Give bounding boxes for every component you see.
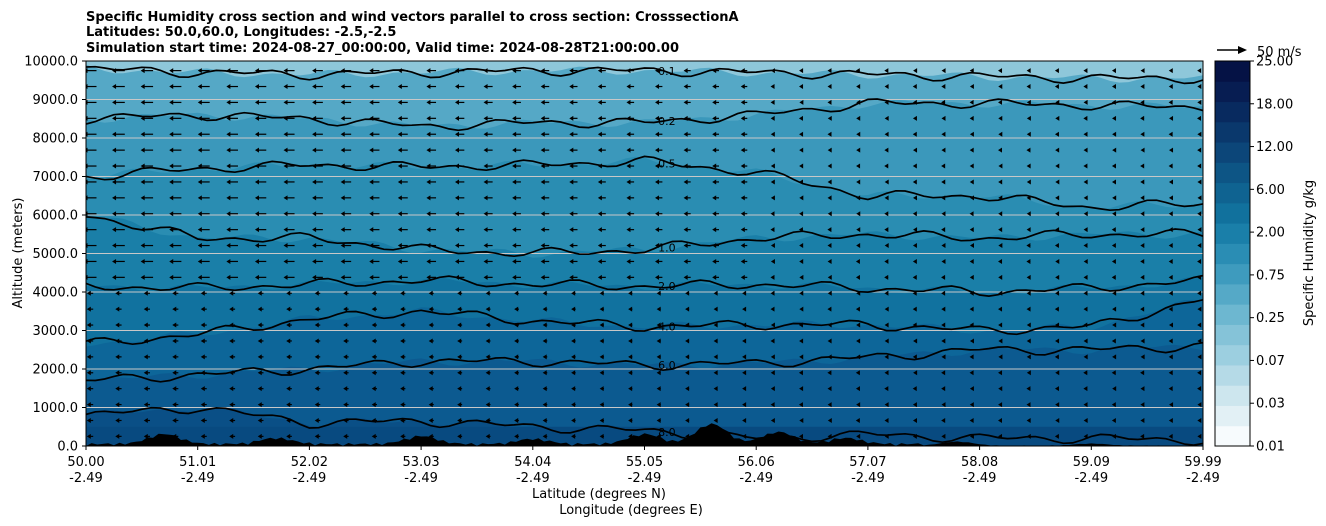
colorbar-swatch	[1215, 345, 1250, 366]
contour-label-1.0: 1.0	[658, 241, 676, 254]
colorbar-swatch	[1215, 122, 1250, 143]
contour-label-0.2: 0.2	[658, 115, 676, 128]
x-tick-label-lat: 54.04	[514, 455, 551, 470]
colorbar-swatch	[1215, 426, 1250, 447]
title-line-3: Simulation start time: 2024-08-27_00:00:…	[86, 41, 679, 56]
x-tick-label-lon: -2.49	[181, 471, 215, 486]
title-line-2: Latitudes: 50.0,60.0, Longitudes: -2.5,-…	[86, 25, 396, 40]
y-tick-label: 6000.0	[33, 209, 79, 224]
y-tick-label: 7000.0	[33, 170, 79, 185]
x-tick-label-lon: -2.49	[69, 471, 103, 486]
x-tick-label-lat: 56.06	[738, 455, 775, 470]
colorbar-tick-label: 0.03	[1256, 397, 1285, 412]
colorbar-swatch	[1215, 304, 1250, 325]
colorbar-tick-label: 0.07	[1256, 354, 1285, 369]
x-axis: 50.00-2.4951.01-2.4952.02-2.4953.03-2.49…	[67, 446, 1221, 486]
contour-label-4.0: 4.0	[658, 320, 676, 333]
contour-label-8.0: 8.0	[658, 426, 676, 439]
y-tick-label: 5000.0	[33, 247, 79, 262]
y-tick-label: 9000.0	[33, 93, 79, 108]
colorbar-swatch	[1215, 264, 1250, 285]
colorbar-swatch	[1215, 284, 1250, 305]
x-tick-label-lon: -2.49	[404, 471, 438, 486]
colorbar-tick-label: 18.00	[1256, 97, 1293, 112]
y-tick-label: 1000.0	[33, 401, 79, 416]
colorbar: 0.01 0.03 0.07 0.25 0.75 2.00 6.00 12.00 18.00 25…	[1215, 55, 1293, 455]
y-tick-label: 0.0	[57, 440, 78, 455]
x-tick-label-lat: 52.02	[291, 455, 328, 470]
x-tick-label-lat: 50.00	[67, 455, 104, 470]
colorbar-tick-label: 0.01	[1256, 440, 1285, 455]
colorbar-tick-label: 6.00	[1256, 183, 1285, 198]
chart-title: Specific Humidity cross section and wind…	[86, 10, 739, 56]
colorbar-swatch	[1215, 81, 1250, 102]
wind-reference-arrowhead	[1238, 46, 1247, 54]
y-tick-label: 2000.0	[33, 363, 79, 378]
x-tick-label-lon: -2.49	[1074, 471, 1108, 486]
y-axis-label: Altitude (meters)	[11, 198, 26, 309]
x-tick-label-lat: 55.05	[626, 455, 663, 470]
x-tick-label-lon: -2.49	[1186, 471, 1220, 486]
colorbar-tick-label: 0.75	[1256, 268, 1285, 283]
x-tick-label-lon: -2.49	[293, 471, 327, 486]
colorbar-swatch	[1215, 365, 1250, 386]
x-tick-label-lat: 58.08	[961, 455, 998, 470]
contour-label-6.0: 6.0	[658, 359, 676, 372]
colorbar-swatch	[1215, 405, 1250, 426]
contour-label-0.1: 0.1	[658, 65, 676, 78]
colorbar-swatch	[1215, 223, 1250, 244]
contour-label-0.5: 0.5	[658, 157, 676, 170]
colorbar-label: Specific Humidity g/kg	[1302, 180, 1317, 326]
x-tick-label-lat: 57.07	[849, 455, 886, 470]
colorbar-tick-label: 2.00	[1256, 226, 1285, 241]
y-axis: 0.0 1000.0 2000.0 3000.0 4000.0 5000.0 6000.0 7…	[24, 55, 86, 455]
x-tick-label-lat: 59.99	[1184, 455, 1221, 470]
y-tick-label: 8000.0	[33, 132, 79, 147]
x-tick-label-lon: -2.49	[628, 471, 662, 486]
colorbar-swatch	[1215, 142, 1250, 163]
colorbar-tick-label: 25.00	[1256, 55, 1293, 70]
colorbar-swatch	[1215, 183, 1250, 204]
x-tick-label-lat: 51.01	[179, 455, 216, 470]
y-tick-label: 10000.0	[24, 55, 78, 70]
colorbar-swatch	[1215, 162, 1250, 183]
colorbar-tick-label: 0.25	[1256, 311, 1285, 326]
colorbar-swatch	[1215, 324, 1250, 345]
title-line-1: Specific Humidity cross section and wind…	[86, 10, 739, 25]
colorbar-swatch	[1215, 385, 1250, 406]
colorbar-swatch	[1215, 243, 1250, 264]
x-tick-label-lon: -2.49	[516, 471, 550, 486]
x-axis-label-longitude: Longitude (degrees E)	[559, 503, 703, 518]
colorbar-swatch	[1215, 61, 1250, 82]
cross-section-chart: Specific Humidity cross section and wind…	[0, 0, 1326, 526]
x-axis-label-latitude: Latitude (degrees N)	[532, 487, 666, 502]
y-tick-label: 4000.0	[33, 286, 79, 301]
x-tick-label-lat: 53.03	[402, 455, 439, 470]
colorbar-swatch	[1215, 203, 1250, 224]
x-tick-label-lon: -2.49	[739, 471, 773, 486]
colorbar-tick-label: 12.00	[1256, 140, 1293, 155]
colorbar-swatch	[1215, 102, 1250, 123]
contour-label-2.0: 2.0	[658, 280, 676, 293]
x-tick-label-lon: -2.49	[851, 471, 885, 486]
x-tick-label-lon: -2.49	[963, 471, 997, 486]
x-tick-label-lat: 59.09	[1073, 455, 1110, 470]
y-tick-label: 3000.0	[33, 324, 79, 339]
